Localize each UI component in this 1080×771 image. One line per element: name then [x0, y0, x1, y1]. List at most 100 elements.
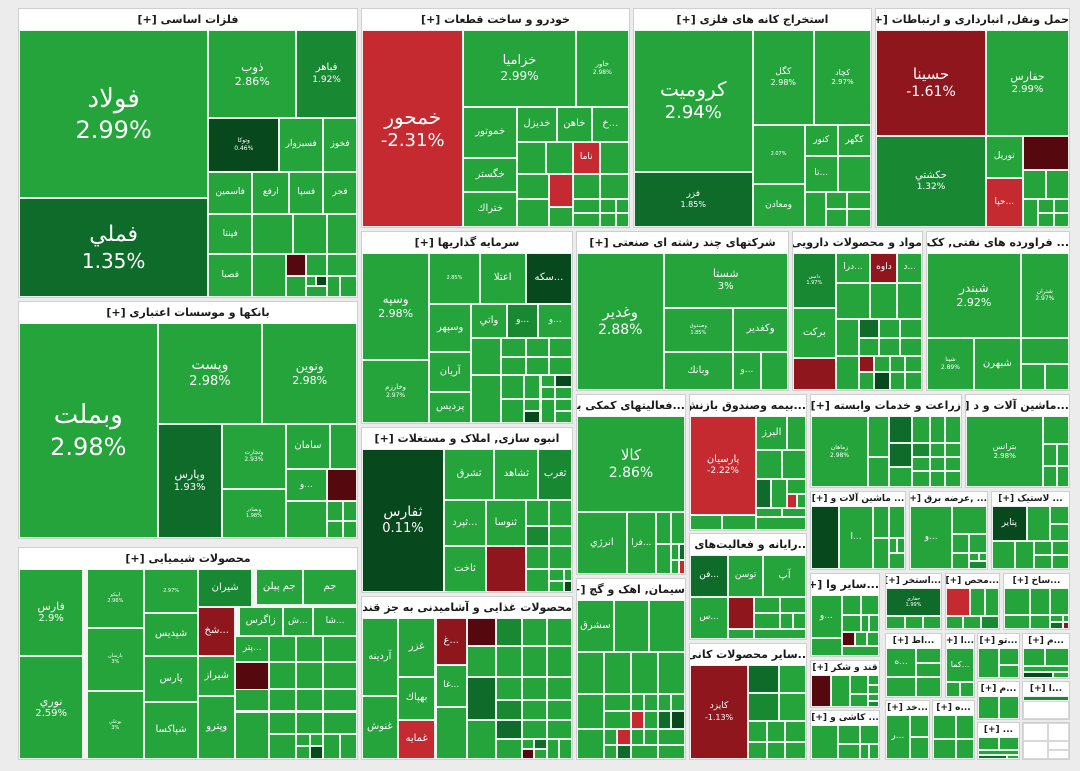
tile-cell[interactable]: [905, 355, 922, 373]
tile-femelli[interactable]: فملي 1.35%: [19, 198, 209, 297]
tile-kh-other[interactable]: ...خ: [591, 106, 629, 143]
tile-cell[interactable]: [858, 337, 880, 356]
tile-cell[interactable]: [577, 693, 604, 729]
tile-cell[interactable]: [235, 711, 270, 759]
tile-r-other[interactable]: ...ر: [886, 715, 910, 759]
tile-cell[interactable]: [804, 191, 826, 227]
sector-header-oil-products[interactable]: ... فراورده های نفتی, کک و [+]: [927, 232, 1069, 254]
tile-khazamia[interactable]: خزامیا 2.99%: [463, 30, 576, 107]
tile-cell[interactable]: [496, 677, 522, 700]
tile-cell[interactable]: [756, 478, 772, 509]
tile-cell[interactable]: [516, 173, 549, 200]
tile-cell[interactable]: [1053, 213, 1069, 227]
sector-header-banks[interactable]: بانکها و موسسات اعتباری [+]: [19, 302, 357, 324]
tile-cell[interactable]: [534, 749, 547, 759]
sector-header-insurance[interactable]: ...بیمه وصندوق بازنش [+]: [690, 395, 806, 417]
tile-cell[interactable]: [1049, 588, 1069, 615]
tile-cell[interactable]: [1048, 750, 1069, 759]
tile-sakht[interactable]: ثاخت: [443, 546, 486, 592]
tile-cell[interactable]: [615, 199, 629, 214]
sector-header-telecom[interactable]: ...اط [+]: [886, 634, 941, 649]
tile-cell[interactable]: [523, 375, 541, 400]
tile-vasepehr[interactable]: وسپهر: [429, 304, 472, 352]
tile-cell[interactable]: [835, 318, 859, 356]
tile-cell[interactable]: [756, 508, 782, 518]
tile-cell[interactable]: [599, 213, 616, 227]
tile-cell[interactable]: [604, 711, 631, 729]
tile-cell[interactable]: [690, 515, 723, 530]
tile-cell[interactable]: [837, 156, 871, 192]
tile-cell[interactable]: [516, 142, 547, 174]
tile-cell[interactable]: [540, 399, 556, 423]
tile-cell[interactable]: [604, 693, 631, 712]
tile-cell[interactable]: [613, 600, 650, 653]
tile-cell[interactable]: [952, 506, 987, 535]
tile-vav-e[interactable]: ...و: [910, 506, 953, 569]
tile-noori[interactable]: نوري 2.59%: [19, 656, 84, 759]
tile-pardis[interactable]: پردیس: [429, 392, 472, 423]
tile-hafars[interactable]: حفارس 2.99%: [986, 30, 1069, 137]
tile-konoor[interactable]: کنور: [804, 124, 838, 157]
tile-fasmin[interactable]: فاسمین: [208, 171, 253, 215]
tile-cell[interactable]: [1023, 741, 1049, 759]
tile-fakhooz[interactable]: فخوز: [323, 118, 357, 172]
tile-vamaaden[interactable]: ومعادن: [752, 183, 805, 227]
tile-cell[interactable]: [999, 696, 1019, 719]
tile-cell[interactable]: [329, 424, 357, 470]
tile-cell[interactable]: [546, 699, 572, 720]
tile-cell[interactable]: [900, 337, 922, 356]
tile-senosa[interactable]: ثنوسا: [485, 500, 526, 547]
tile-cell[interactable]: [658, 652, 685, 694]
tile-cell[interactable]: [969, 561, 987, 569]
tile-s-other[interactable]: ...س: [690, 597, 729, 639]
tile-saman[interactable]: سامان: [286, 424, 330, 470]
tile-cell[interactable]: [496, 618, 522, 647]
tile-cell[interactable]: [326, 275, 341, 297]
tile-cell[interactable]: [555, 375, 572, 388]
tile-cell[interactable]: [269, 711, 297, 735]
tile-cell[interactable]: [546, 739, 560, 759]
tile-vasandoogh[interactable]: وصندوق 1.85%: [663, 307, 734, 352]
tile-betrans[interactable]: بترانس 2.98%: [966, 416, 1044, 487]
tile-cell[interactable]: [296, 635, 324, 663]
tile-kroomit[interactable]: کرومیت 2.94%: [634, 30, 753, 172]
tile-cell[interactable]: [1049, 621, 1063, 629]
tile-cell[interactable]: [523, 411, 541, 423]
tile-khahen[interactable]: خاهن: [556, 106, 592, 143]
tile-kagol[interactable]: کگل 2.98%: [752, 30, 815, 125]
tile-cell[interactable]: [1023, 723, 1049, 741]
tile-sefars[interactable]: ثفارس 0.11%: [362, 449, 444, 592]
sector-header-misc-a1[interactable]: ...ا [+]: [946, 634, 974, 649]
tile-cell[interactable]: [485, 546, 526, 592]
tile-cell[interactable]: [858, 318, 880, 338]
tile-cell[interactable]: [779, 665, 806, 694]
tile-cell[interactable]: [306, 254, 327, 276]
tile-cell[interactable]: [599, 173, 629, 200]
tile-cell[interactable]: [835, 283, 871, 319]
tile-vatooka[interactable]: وتوکا 0.46%: [208, 118, 280, 172]
tile-cell[interactable]: [577, 652, 604, 694]
tile-cell[interactable]: [978, 696, 1000, 719]
tile-cell[interactable]: [785, 721, 806, 743]
tile-sekkeh[interactable]: ...سکه: [525, 253, 572, 304]
tile-cell[interactable]: [1022, 169, 1046, 200]
tile-vapars[interactable]: وپارس 1.93%: [157, 424, 222, 538]
tile-cell[interactable]: [296, 688, 324, 712]
tile-fabahar[interactable]: فباهر 1.92%: [296, 30, 357, 119]
tile-cell[interactable]: [516, 199, 549, 227]
tile-cell[interactable]: [235, 662, 270, 691]
tile-cell[interactable]: [1023, 666, 1069, 672]
sector-header-misc-khad[interactable]: ...خد [+]: [886, 701, 929, 716]
tile-cell[interactable]: [269, 688, 297, 712]
tile-cell[interactable]: [599, 199, 616, 214]
tile-cell[interactable]: [889, 416, 912, 443]
tile-cell[interactable]: [868, 416, 889, 458]
sector-header-misc-m1[interactable]: ...م [+]: [1023, 634, 1069, 649]
tile-cell[interactable]: [1038, 199, 1054, 214]
tile-cell[interactable]: [963, 615, 981, 629]
tile-cell[interactable]: [296, 745, 310, 759]
tile-parsan[interactable]: پارسان 3%: [86, 627, 145, 691]
tile-shakh[interactable]: ...شخ: [198, 607, 236, 657]
tile-seshargh[interactable]: ثشرق: [443, 449, 495, 501]
tile-cell[interactable]: [911, 416, 930, 443]
